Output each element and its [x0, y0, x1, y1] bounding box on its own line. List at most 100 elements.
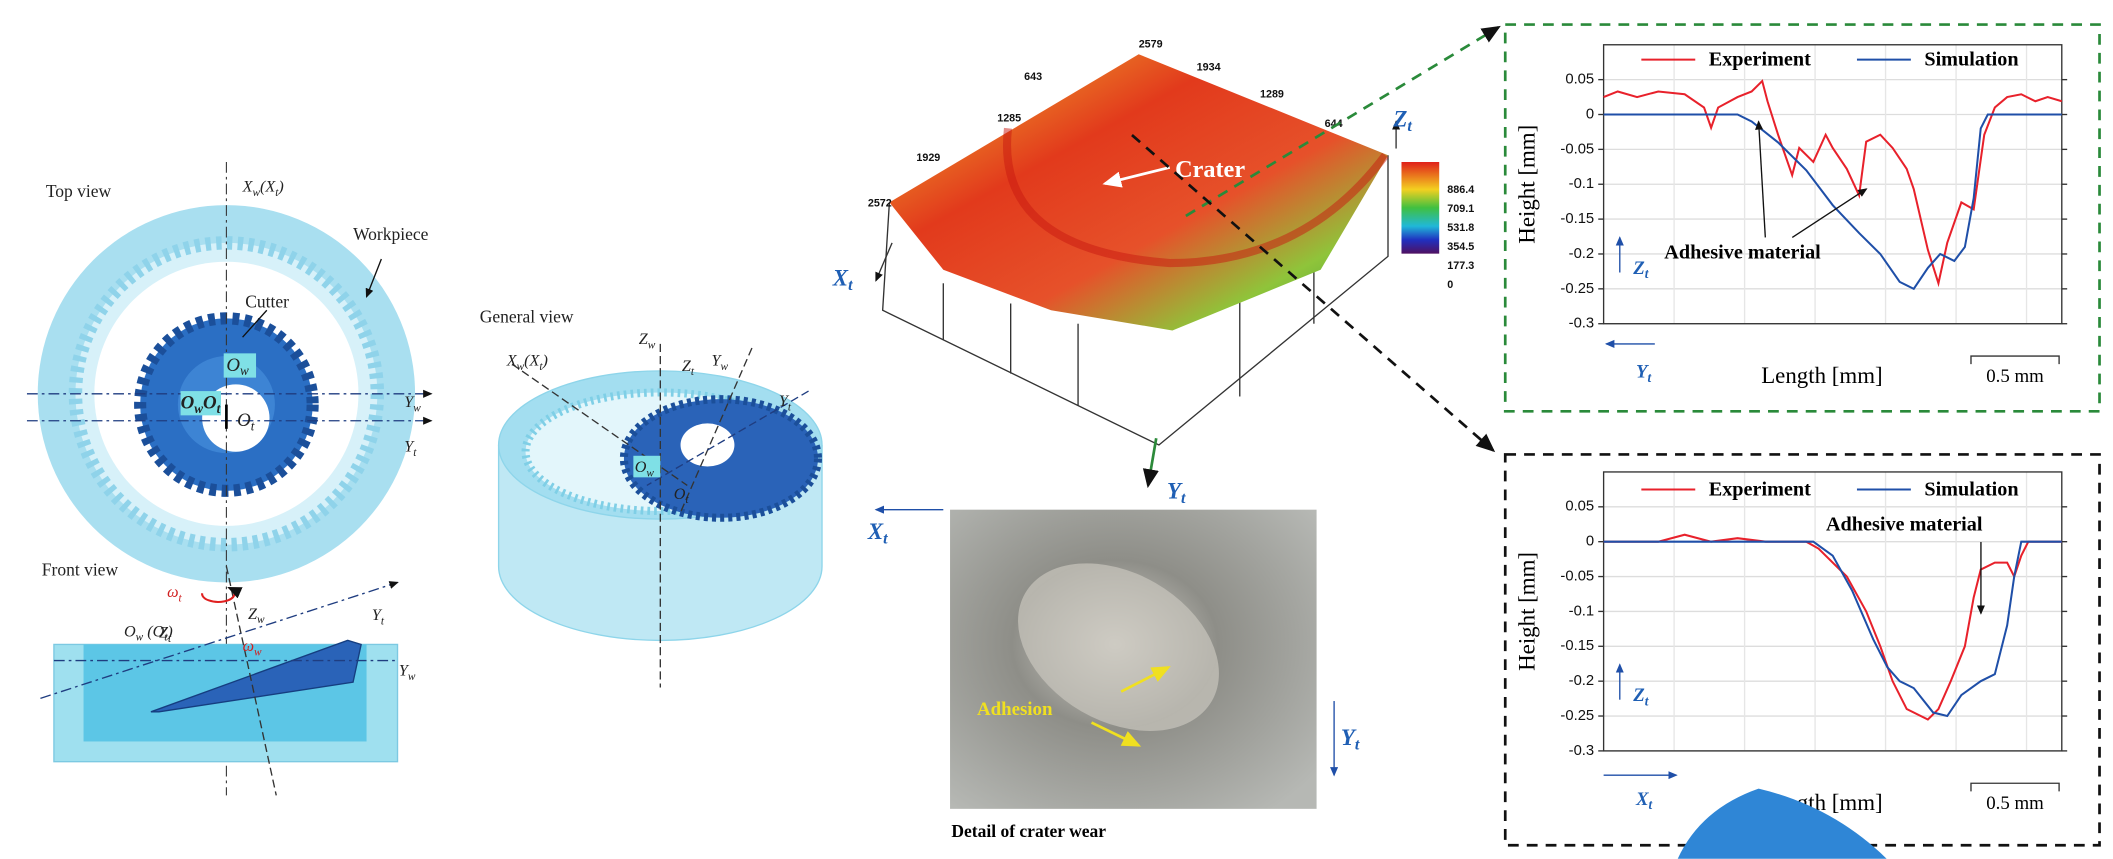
- label-part: ): [166, 623, 172, 640]
- photo: Adhesion Xt Yt Detail of crater wear: [867, 505, 1360, 841]
- label-part: t: [413, 447, 417, 459]
- y-axis-label: Height [mm]: [1515, 125, 1540, 244]
- scale-bar: [1970, 782, 2060, 792]
- colorbar-label: 0: [1447, 279, 1453, 291]
- legend-label: Simulation: [1924, 478, 2018, 500]
- label-part: w: [257, 614, 265, 626]
- annotation: Adhesive material: [1664, 241, 1821, 263]
- axis-label: OwOt: [181, 393, 221, 416]
- label-part: Y: [1341, 725, 1357, 750]
- connector: [1131, 134, 1496, 453]
- label-part: Y: [404, 438, 415, 455]
- axis-label: Yw: [399, 662, 416, 682]
- axis-label: Ow (Ot): [124, 623, 173, 643]
- view-title: Front view: [42, 560, 119, 580]
- legend-label: Experiment: [1709, 478, 1811, 500]
- axis-label: Ow: [635, 459, 655, 479]
- label-part: (X: [524, 352, 540, 369]
- plot-frame: [1602, 44, 2063, 325]
- axis-number: 1934: [1197, 62, 1221, 74]
- series-line: [1603, 113, 2062, 291]
- axis-number: 644: [1325, 118, 1343, 130]
- label-part: t: [217, 401, 221, 416]
- y-tick-label: -0.3: [1569, 316, 1595, 332]
- axis-label: Zt: [1632, 258, 1649, 281]
- label-part: (X: [260, 178, 276, 195]
- surface-plot: Crater Xt Yt Zt 2579 1934 1289 644 643 1285 19…: [832, 39, 1474, 507]
- label-part: X: [242, 178, 254, 195]
- axis-label: Zt: [1632, 685, 1649, 708]
- y-tick-label: -0.15: [1560, 638, 1594, 654]
- axis-number: 643: [1024, 71, 1042, 83]
- label-part: Z: [1632, 685, 1645, 706]
- label-part: t: [1645, 266, 1649, 281]
- label-part: w: [194, 401, 203, 416]
- label-part: t: [848, 277, 853, 294]
- view-title: Top view: [46, 181, 112, 201]
- scale-bar: [1970, 355, 2060, 365]
- label-part: t: [381, 615, 385, 627]
- label-part: t: [1355, 736, 1360, 753]
- label-part: O: [237, 410, 251, 431]
- axis-label: Zw: [248, 605, 265, 625]
- axis-label: Zt: [159, 624, 172, 644]
- y-tick-label: 0: [1586, 106, 1594, 122]
- axis-label: Ot: [674, 486, 690, 506]
- label-part: t: [1647, 370, 1651, 385]
- axis-label: Ot: [237, 410, 255, 433]
- axis-number: 1285: [997, 113, 1021, 125]
- y-axis-label: Height [mm]: [1515, 552, 1540, 671]
- axis-number: 1289: [1260, 88, 1284, 100]
- axis-label: Yt: [779, 393, 792, 413]
- label-part: X: [1635, 789, 1649, 810]
- chart-frame: [1503, 23, 2101, 413]
- y-tick-label: -0.25: [1560, 708, 1594, 724]
- charts: 0.05 0 -0.05 -0.1 -0.15 -0.2 -0.25 -0.3 Experime…: [1515, 44, 2068, 815]
- colorbar-label: 709.1: [1447, 203, 1474, 215]
- legend-label: Experiment: [1709, 49, 1811, 71]
- y-tick-label: -0.2: [1569, 246, 1595, 262]
- plot-frame: [1602, 471, 2063, 752]
- y-tick-label: -0.25: [1560, 281, 1594, 297]
- series-line: [1603, 79, 2063, 288]
- label-part: t: [168, 633, 172, 645]
- label-part: ): [277, 178, 283, 195]
- label-part: w: [413, 402, 421, 414]
- y-tick-label: -0.2: [1569, 673, 1595, 689]
- axis-label: Yw: [712, 352, 729, 372]
- label-part: w: [648, 339, 656, 351]
- axis-number: 1929: [916, 152, 940, 164]
- axis-label: ωt: [167, 584, 182, 604]
- axis-label: Xw(Xt): [242, 178, 284, 198]
- connector: [1185, 25, 1501, 218]
- axis-label: Yt: [404, 438, 417, 458]
- label-part: Y: [779, 393, 790, 410]
- general-view: General view Xw(Xt) Zw Zt Yw Yt Ow Ot: [480, 306, 823, 688]
- axis-label: Yt: [1167, 479, 1186, 507]
- axis-label: Xt: [867, 519, 888, 547]
- label-part: Z: [682, 358, 692, 375]
- axis-label: Xw(Xt): [506, 352, 548, 372]
- label-part: O: [203, 393, 217, 414]
- axis-number: 2579: [1139, 39, 1163, 51]
- y-tick-label: 0.05: [1565, 72, 1594, 88]
- series-line: [1603, 540, 2062, 718]
- top-view: Top view Xw(Xt) Workpiece Cutter Ow OwOt…: [26, 162, 433, 796]
- label-part: t: [883, 530, 888, 547]
- scale-bar-label: 0.5 mm: [1986, 366, 2044, 387]
- y-tick-label: -0.3: [1569, 743, 1595, 759]
- x-axis-label: Length [mm]: [1761, 363, 1882, 388]
- label-part: O: [226, 355, 240, 376]
- label-part: ): [542, 352, 548, 369]
- y-tick-label: -0.1: [1569, 603, 1595, 619]
- label-part: t: [1645, 693, 1649, 708]
- y-tick-label: 0: [1586, 534, 1594, 550]
- y-tick-label: -0.15: [1560, 211, 1594, 227]
- label-part: t: [788, 401, 792, 413]
- legend-label: Simulation: [1924, 49, 2018, 71]
- colorbar-labels: 886.4 709.1 531.8 354.5 177.3 0: [1447, 184, 1474, 291]
- chart-frame: [1503, 453, 2101, 847]
- label-part: O: [124, 623, 136, 640]
- scale-bar-label: 0.5 mm: [1986, 793, 2044, 814]
